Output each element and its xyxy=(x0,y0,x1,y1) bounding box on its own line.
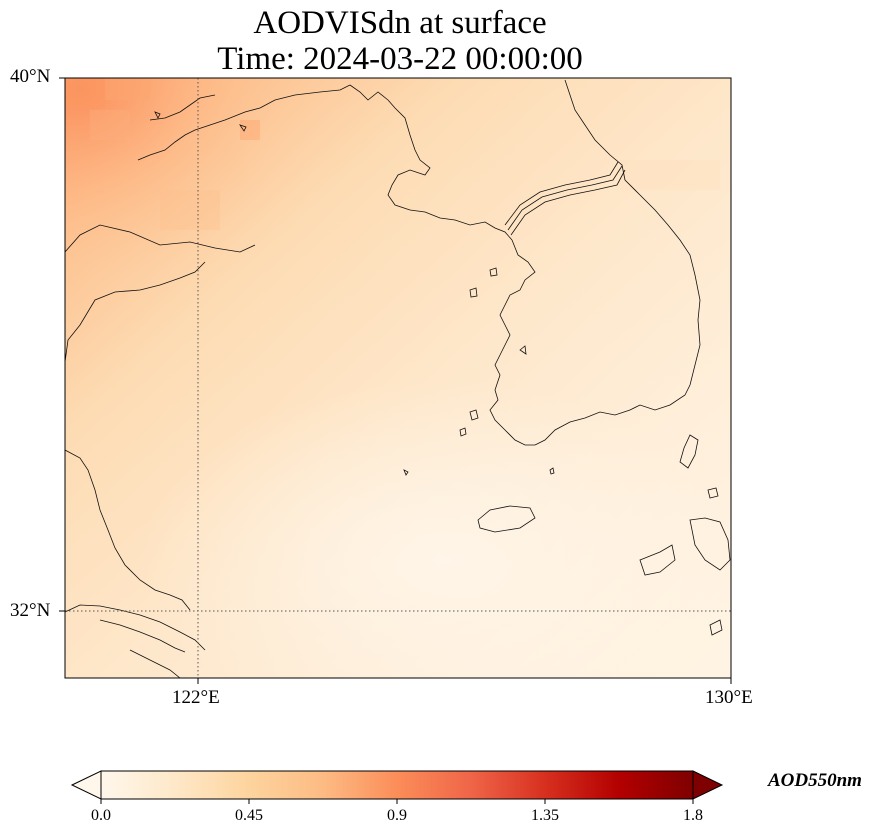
aod-field xyxy=(65,78,731,678)
colorbar-tick-label: 0.0 xyxy=(91,807,111,824)
lon-tick-label-122e: 122°E xyxy=(172,687,220,708)
map-subtitle-time: Time: 2024-03-22 00:00:00 xyxy=(217,41,583,77)
colorbar-extend-min xyxy=(70,770,102,800)
colorbar xyxy=(70,770,724,804)
map-title: AODVISdn at surface xyxy=(253,5,547,41)
colorbar-tick-label: 1.8 xyxy=(683,807,703,824)
colorbar-tick-label: 0.45 xyxy=(235,807,263,824)
lat-tick-label-40n: 40°N xyxy=(10,66,51,87)
colorbar-tick-label: 0.9 xyxy=(387,807,407,824)
lat-tick-label-32n: 32°N xyxy=(10,600,51,621)
map-frame xyxy=(64,77,732,679)
colorbar-label: AOD550nm xyxy=(768,770,862,791)
coastlines xyxy=(65,79,731,678)
lon-tick-label-130e: 130°E xyxy=(705,687,753,708)
colorbar-tick-label: 1.35 xyxy=(531,807,559,824)
colorbar-gradient xyxy=(100,770,694,800)
colorbar-extend-max xyxy=(692,770,724,800)
